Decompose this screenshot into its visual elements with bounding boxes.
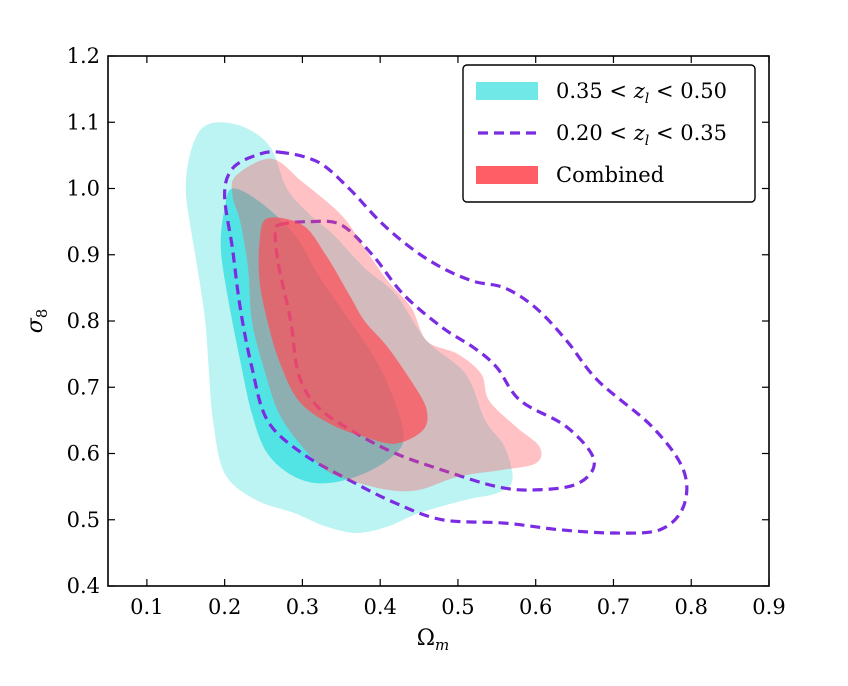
y-tick-label: 1.0 bbox=[67, 177, 100, 201]
y-tick-label: 0.7 bbox=[67, 375, 100, 399]
x-tick-label: 0.3 bbox=[286, 595, 319, 619]
x-tick-label: 0.2 bbox=[208, 595, 241, 619]
legend-label: 0.20 < zl < 0.35 bbox=[556, 121, 727, 149]
x-tick-label: 0.5 bbox=[441, 595, 474, 619]
contour-chart: 0.1 0.2 0.3 0.4 0.5 0.6 0.7 0.8 0.9 0.4 0.5 0.6 0.7 0… bbox=[0, 0, 848, 686]
y-tick-label: 0.4 bbox=[67, 574, 100, 598]
legend-label-part: z bbox=[633, 121, 646, 145]
legend-label-part: < 0.35 bbox=[649, 121, 727, 145]
legend: 0.35 < zl < 0.50 0.20 < zl < 0.35 Combined bbox=[463, 65, 755, 202]
y-tick-label: 0.8 bbox=[67, 309, 100, 333]
legend-label-part: 0.20 < bbox=[556, 121, 634, 145]
y-tick-label: 0.6 bbox=[67, 442, 100, 466]
x-axis-label-main: Ω bbox=[417, 626, 435, 651]
x-tick-label: 0.4 bbox=[363, 595, 396, 619]
x-axis-label-sub: m bbox=[435, 636, 449, 654]
y-axis-label-main: σ bbox=[23, 317, 48, 333]
y-tick-label: 0.9 bbox=[67, 243, 100, 267]
x-tick-label: 0.7 bbox=[597, 595, 630, 619]
legend-item-3: Combined bbox=[476, 163, 664, 187]
legend-label: 0.35 < zl < 0.50 bbox=[556, 79, 727, 107]
legend-label-part: Combined bbox=[556, 163, 664, 187]
y-tick-label: 1.2 bbox=[67, 44, 100, 68]
y-axis-label-sub: 8 bbox=[33, 309, 51, 319]
x-axis-label: Ωm bbox=[417, 626, 449, 654]
x-tick-label: 0.8 bbox=[675, 595, 708, 619]
x-tick-label: 0.6 bbox=[519, 595, 552, 619]
y-axis-label: σ8 bbox=[23, 309, 51, 334]
legend-swatch bbox=[476, 166, 538, 184]
x-tick-label: 0.1 bbox=[130, 595, 163, 619]
legend-label: Combined bbox=[556, 163, 664, 187]
legend-swatch bbox=[476, 82, 538, 100]
legend-label-part: 0.35 < bbox=[556, 79, 634, 103]
legend-label-part: z bbox=[633, 79, 646, 103]
x-tick-label: 0.9 bbox=[752, 595, 785, 619]
y-tick-label: 1.1 bbox=[67, 110, 100, 134]
legend-label-part: < 0.50 bbox=[649, 79, 727, 103]
y-tick-label: 0.5 bbox=[67, 508, 100, 532]
